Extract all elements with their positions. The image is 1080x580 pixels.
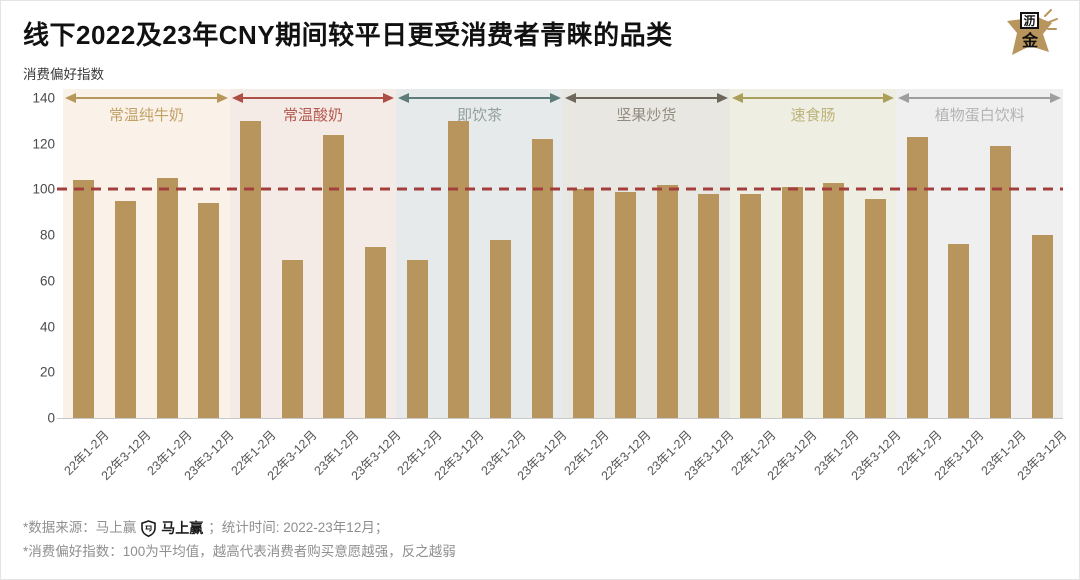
- y-tick-label: 60: [39, 273, 55, 289]
- bar: [490, 239, 512, 418]
- plot-bands: 常温纯牛奶 22年1-2月 22年3-12月 23年1-2月 23年3-12月 常温酸奶 2…: [61, 89, 1070, 483]
- bar: [323, 134, 345, 418]
- bar: [781, 187, 803, 418]
- bar: [948, 244, 970, 418]
- bar: [365, 246, 387, 418]
- footnotes: *数据来源：马上赢 马上赢 ；统计时间: 2022-23年12月； *消费偏好指…: [23, 516, 456, 564]
- bar-slot: 22年3-12月: [98, 98, 153, 483]
- bar: [281, 260, 303, 418]
- bar-slot: 23年1-2月: [978, 98, 1028, 478]
- source-prefix: *数据来源：马上赢: [23, 520, 137, 535]
- bar: [1031, 235, 1053, 418]
- bar-slot: 22年1-2月: [895, 98, 945, 478]
- footnote-source-line: *数据来源：马上赢 马上赢 ；统计时间: 2022-23年12月；: [23, 516, 456, 540]
- bar-slot: 23年3-12月: [1015, 98, 1070, 483]
- band-bars: 22年1-2月 22年3-12月 23年1-2月 23年3-12月: [228, 98, 403, 483]
- x-axis-line: [57, 418, 1063, 419]
- bar-slot: 22年1-2月: [561, 98, 612, 478]
- bar-slot: 23年1-2月: [811, 98, 862, 478]
- band-bars: 22年1-2月 22年3-12月 23年1-2月 23年3-12月: [895, 98, 1070, 483]
- range-arrow: [65, 93, 228, 103]
- ligin-logo: 沥 金: [999, 6, 1065, 66]
- bar-slot: 23年1-2月: [478, 98, 528, 478]
- bar: [115, 200, 136, 418]
- bar-slot: 22年1-2月: [228, 98, 278, 478]
- bar-slot: 23年3-12月: [681, 98, 737, 483]
- y-axis-caption: 消费偏好指数: [23, 67, 104, 82]
- bar-slot: 23年3-12月: [848, 98, 903, 483]
- bar-slot: 23年3-12月: [348, 98, 403, 483]
- source-brand: 马上赢: [161, 520, 204, 536]
- y-tick-label: 0: [47, 410, 55, 426]
- category-label: 植物蛋白饮料: [934, 107, 1025, 124]
- svg-text:金: 金: [1021, 31, 1039, 50]
- category-band: 即饮茶 22年1-2月 22年3-12月 23年1-2月 23年3-12月: [395, 89, 570, 483]
- bar: [698, 194, 720, 418]
- bar-slot: 22年1-2月: [395, 98, 445, 478]
- bar-slot: 22年3-12月: [931, 98, 987, 483]
- y-tick-label: 80: [39, 227, 55, 243]
- msy-shield-icon: [141, 519, 157, 537]
- category-band: 坚果炒货 22年1-2月 22年3-12月 23年1-2月 23年3-12月: [561, 89, 737, 483]
- y-tick-label: 20: [39, 364, 55, 380]
- gold-nugget-icon: 沥 金: [1007, 9, 1058, 55]
- bar-slot: 23年3-12月: [181, 98, 237, 483]
- category-label: 坚果炒货: [616, 107, 677, 124]
- bar: [240, 120, 261, 418]
- bar-slot: 22年1-2月: [61, 98, 112, 478]
- bar: [740, 194, 762, 418]
- bar: [906, 136, 928, 418]
- bar-slot: 22年3-12月: [265, 98, 320, 483]
- band-bars: 22年1-2月 22年3-12月 23年1-2月 23年3-12月: [728, 98, 903, 483]
- y-tick-label: 100: [32, 181, 55, 197]
- bar: [198, 203, 220, 418]
- category-band: 常温酸奶 22年1-2月 22年3-12月 23年1-2月 23年3-12月: [228, 89, 403, 483]
- band-bars: 22年1-2月 22年3-12月 23年1-2月 23年3-12月: [561, 98, 737, 483]
- y-tick-label: 140: [32, 90, 55, 106]
- band-bars: 22年1-2月 22年3-12月 23年1-2月 23年3-12月: [61, 98, 237, 483]
- range-arrow: [231, 93, 395, 103]
- bar: [448, 120, 470, 418]
- bar-slot: 23年1-2月: [145, 98, 195, 478]
- bar-slot: 22年3-12月: [765, 98, 820, 483]
- baseline-100-dashed-line: [57, 187, 1063, 191]
- bar: [73, 180, 95, 418]
- bar-slot: 22年1-2月: [728, 98, 778, 478]
- bar: [656, 184, 678, 418]
- bar: [156, 178, 178, 418]
- svg-text:沥: 沥: [1023, 14, 1035, 28]
- category-band: 常温纯牛奶 22年1-2月 22年3-12月 23年1-2月 23年3-12月: [61, 89, 237, 483]
- category-band: 速食肠 22年1-2月 22年3-12月 23年1-2月 23年3-12月: [728, 89, 903, 483]
- band-bars: 22年1-2月 22年3-12月 23年1-2月 23年3-12月: [395, 98, 570, 483]
- bar: [865, 198, 887, 418]
- y-tick-label: 120: [32, 136, 55, 152]
- range-arrow: [565, 93, 728, 103]
- source-suffix: ；统计时间: 2022-23年12月；: [208, 520, 389, 535]
- category-label: 常温纯牛奶: [108, 107, 184, 124]
- range-arrow: [398, 93, 561, 103]
- bar-slot: 23年3-12月: [515, 98, 570, 483]
- bar: [531, 139, 553, 418]
- bar-slot: 23年1-2月: [311, 98, 362, 478]
- bar-slot: 22年3-12月: [598, 98, 653, 483]
- bar: [823, 182, 845, 418]
- bar: [406, 260, 428, 418]
- category-label: 速食肠: [790, 107, 836, 124]
- bar: [573, 189, 595, 418]
- category-band: 植物蛋白饮料 22年1-2月 22年3-12月 23年1-2月 23年3-12月: [895, 89, 1070, 483]
- bar: [615, 191, 637, 418]
- page-title: 线下2022及23年CNY期间较平日更受消费者青睐的品类: [23, 20, 673, 50]
- category-label: 常温酸奶: [283, 107, 344, 124]
- footnote-index-line: *消费偏好指数：100为平均值，越高代表消费者购买意愿越强，反之越弱: [23, 544, 456, 559]
- bar: [990, 146, 1012, 418]
- category-label: 即饮茶: [457, 107, 503, 124]
- bar-slot: 23年1-2月: [645, 98, 695, 478]
- range-arrow: [898, 93, 1061, 103]
- range-arrow: [731, 93, 895, 103]
- bar-slot: 22年3-12月: [431, 98, 487, 483]
- y-tick-label: 40: [39, 319, 55, 335]
